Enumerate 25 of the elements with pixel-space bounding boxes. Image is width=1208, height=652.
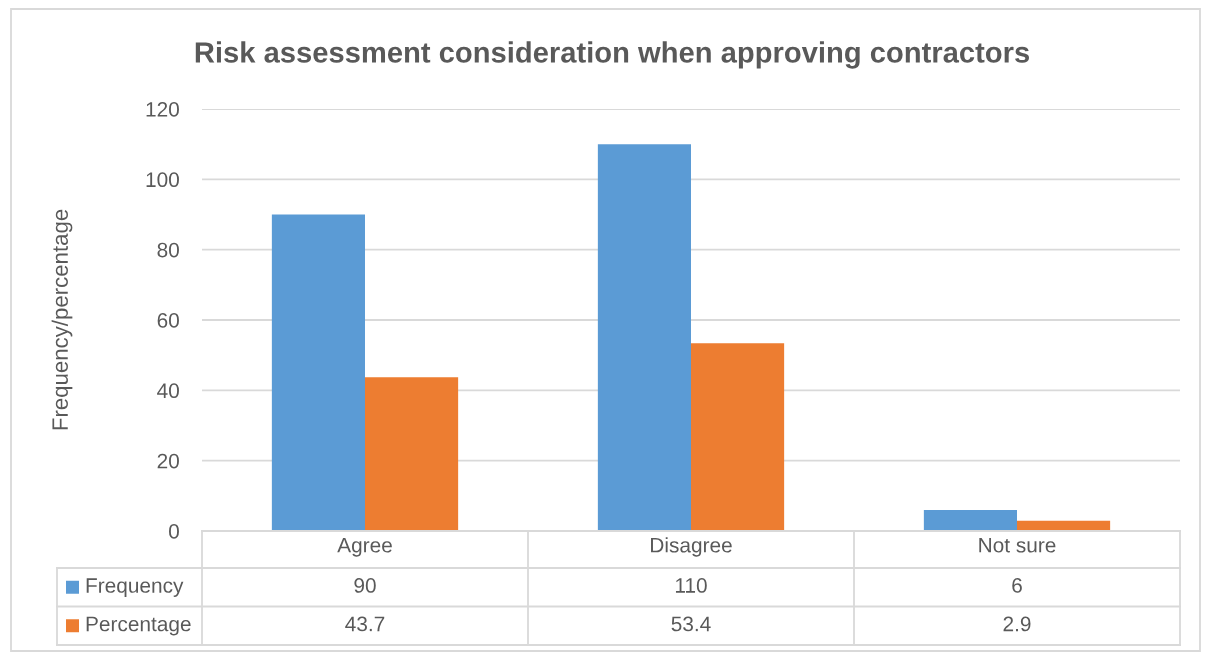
bar (597, 144, 691, 531)
legend-label: Percentage (86, 616, 191, 636)
y-tick-label: 120 (146, 102, 179, 117)
data-label: 6 (1012, 578, 1022, 593)
y-tick-label: 60 (157, 313, 179, 328)
bar (691, 343, 785, 531)
y-tick-label: 40 (157, 383, 179, 399)
y-tick-label: 0 (169, 524, 179, 539)
y-tick-label: 100 (146, 172, 179, 188)
data-label: 43.7 (345, 616, 385, 632)
data-label: 2.9 (1003, 616, 1031, 632)
bar (923, 509, 1017, 531)
chart-title: Risk assessment consideration when approving contractors (195, 41, 1030, 69)
y-axis-title: Frequency/percentage (51, 209, 73, 430)
bar (271, 214, 365, 531)
data-label: 53.4 (671, 616, 711, 632)
x-tick-label: Not sure (979, 538, 1056, 553)
legend-label: Frequency (86, 578, 184, 597)
y-tick-label: 20 (157, 453, 179, 469)
y-tick-label: 80 (157, 242, 179, 258)
bar (365, 377, 459, 531)
data-label: 90 (354, 578, 376, 593)
data-label: 110 (675, 578, 707, 593)
x-tick-label: Disagree (651, 537, 732, 557)
x-tick-label: Agree (337, 538, 392, 557)
